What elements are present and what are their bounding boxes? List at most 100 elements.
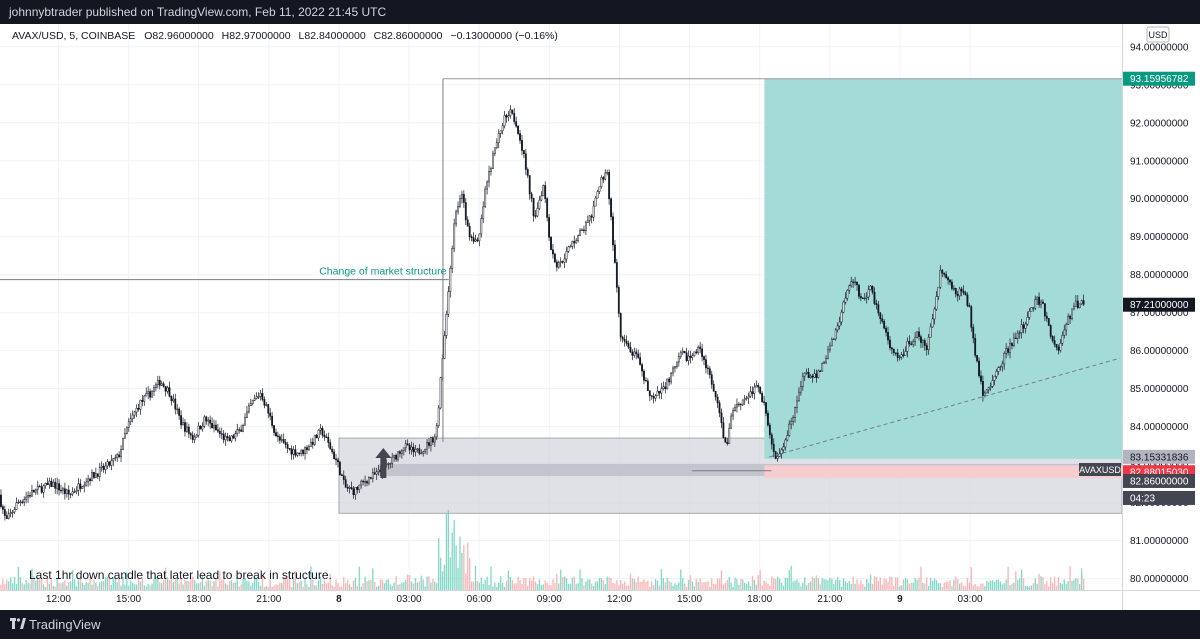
- volume-bar: [101, 580, 103, 590]
- candle: [920, 334, 922, 349]
- price-axis[interactable]: 94.0000000093.0000000092.0000000091.0000…: [1122, 24, 1200, 610]
- svg-text:AVAX/USD, 5, COINBASE O8: AVAX/USD, 5, COINBASE O82.96000000 H82.9…: [12, 30, 558, 42]
- candle: [32, 489, 35, 493]
- candle: [395, 453, 397, 463]
- candle: [966, 292, 969, 308]
- candle-body: [75, 490, 78, 492]
- candle-body: [594, 197, 597, 207]
- candle-body: [889, 339, 891, 349]
- candle: [761, 391, 764, 403]
- candle: [464, 198, 467, 225]
- candle: [275, 428, 277, 438]
- volume-bar: [430, 582, 432, 590]
- candle-body: [135, 407, 138, 413]
- volume-bar: [1081, 568, 1083, 590]
- candle: [675, 361, 678, 369]
- volume-bar: [422, 579, 424, 590]
- candle-body: [896, 352, 899, 358]
- candle-body: [0, 494, 2, 507]
- candle: [633, 347, 636, 358]
- price-label-text: 83.15331836: [1130, 452, 1189, 463]
- candle: [462, 190, 465, 208]
- candle-body: [863, 297, 866, 300]
- time-tick-label: 12:00: [607, 594, 632, 605]
- volume-bar: [314, 585, 316, 590]
- volume-bar: [726, 579, 728, 590]
- candle: [298, 452, 301, 457]
- time-tick-label: 12:00: [46, 594, 71, 605]
- volume-bar: [705, 582, 707, 590]
- candle-body: [949, 279, 951, 283]
- candle: [896, 348, 899, 362]
- volume-bar: [27, 582, 29, 590]
- time-tick-label: 06:00: [467, 594, 492, 605]
- candle: [497, 129, 500, 149]
- candle: [559, 257, 562, 268]
- candle: [842, 300, 845, 314]
- time-tick-label: 21:00: [817, 594, 842, 605]
- candle: [945, 271, 948, 279]
- candle-body: [83, 484, 86, 487]
- volume-bar: [856, 579, 858, 590]
- time-axis[interactable]: 12:00 15:00 18:00 21:00 8 03:00 06:00 09:00 12:0…: [0, 590, 1200, 606]
- volume-bar: [664, 582, 666, 590]
- volume-bar: [807, 582, 810, 590]
- volume-bar: [1040, 576, 1042, 590]
- candle: [474, 234, 477, 243]
- candle-body: [424, 448, 427, 453]
- volume-bar: [622, 583, 624, 590]
- candle: [91, 469, 93, 482]
- candle: [137, 404, 140, 412]
- candle-body: [976, 355, 979, 362]
- volume-bar: [1077, 578, 1079, 590]
- candle-body: [1042, 301, 1044, 304]
- candle-body: [244, 417, 246, 426]
- candle: [1011, 342, 1013, 350]
- currency-badge[interactable]: USD: [1146, 26, 1170, 43]
- price-chart[interactable]: 94.0000000093.0000000092.0000000091.0000…: [0, 24, 1200, 610]
- candle: [995, 368, 998, 379]
- candle: [249, 398, 252, 407]
- candle-body: [631, 351, 634, 356]
- candle: [323, 430, 326, 441]
- candle-body: [408, 444, 411, 451]
- candle: [302, 449, 305, 457]
- candle-body: [859, 296, 862, 299]
- volume-bar: [118, 577, 120, 590]
- candle: [970, 305, 973, 332]
- candle-body: [755, 385, 758, 388]
- candle: [493, 147, 496, 157]
- volume-bar: [153, 579, 155, 590]
- candle-body: [906, 341, 909, 352]
- candle: [631, 349, 634, 361]
- volume-bar: [515, 583, 517, 590]
- candle-body: [402, 447, 405, 451]
- up-arrow-icon: [375, 447, 392, 478]
- volume-bar: [360, 586, 362, 590]
- candle: [813, 369, 816, 379]
- candle-body: [480, 218, 483, 235]
- candle: [93, 471, 95, 480]
- volume-bar: [321, 584, 324, 590]
- candle: [443, 330, 446, 360]
- volume-bar: [62, 582, 64, 590]
- volume-bar: [1050, 577, 1052, 590]
- candle-body: [1003, 353, 1006, 365]
- candle-body: [635, 351, 638, 355]
- volume-bar: [441, 571, 444, 590]
- volume-bar: [534, 581, 537, 590]
- volume-bar: [713, 583, 715, 590]
- volume-bar: [935, 580, 938, 590]
- candle-body: [104, 465, 107, 470]
- price-label-entry: 83.15331836: [1123, 449, 1195, 464]
- candle-body: [887, 332, 889, 341]
- volume-bar: [645, 581, 647, 590]
- candle-body: [672, 367, 674, 374]
- candle: [701, 343, 704, 362]
- volume-bar: [968, 582, 971, 590]
- candle-body: [614, 244, 616, 263]
- volume-bar: [722, 584, 725, 590]
- candle: [519, 129, 521, 144]
- candle: [567, 245, 570, 254]
- volume-bar: [186, 580, 188, 590]
